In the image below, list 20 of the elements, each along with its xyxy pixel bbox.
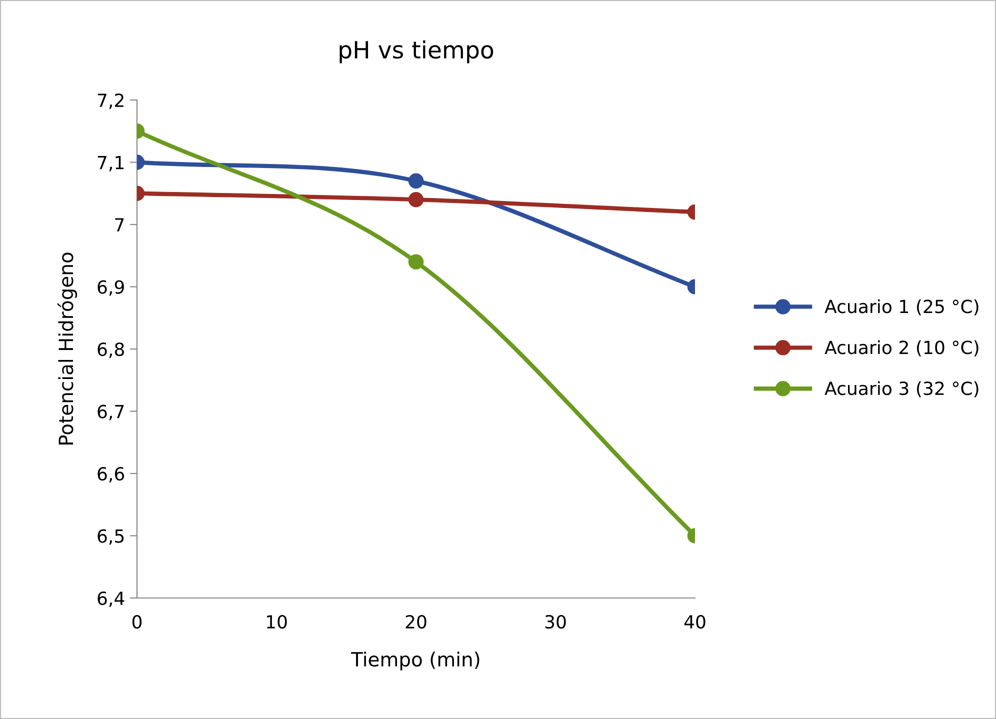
chart-title: pH vs tiempo xyxy=(340,40,494,64)
x-tick-label: 30 xyxy=(545,614,566,629)
x-tick-label: 20 xyxy=(406,614,426,629)
legend-label: Acuario 2 (10 °C) xyxy=(824,340,978,356)
legend-label: Acuario 1 (25 °C) xyxy=(824,299,978,316)
x-tick-label: 40 xyxy=(684,614,706,629)
y-tick-label: 6,6 xyxy=(98,466,124,482)
y-tick-label: 7 xyxy=(115,218,124,232)
legend-label: Acuario 3 (32 °C) xyxy=(824,381,978,398)
y-tick-label: 7,2 xyxy=(98,93,124,109)
y-tick-label: 7,1 xyxy=(98,156,124,172)
y-tick-label: 6,7 xyxy=(98,404,124,420)
x-tick-label: 10 xyxy=(266,614,287,629)
y-tick-label: 6,9 xyxy=(98,280,124,296)
y-tick-label: 6,4 xyxy=(98,591,124,607)
x-tick-label: 0 xyxy=(132,614,142,629)
y-tick-label: 6,8 xyxy=(98,342,124,358)
y-tick-label: 6,5 xyxy=(98,529,124,545)
x-axis-title: Tiempo (min) xyxy=(351,652,480,670)
y-axis-title: Potencial Hidrógeno xyxy=(57,252,78,444)
